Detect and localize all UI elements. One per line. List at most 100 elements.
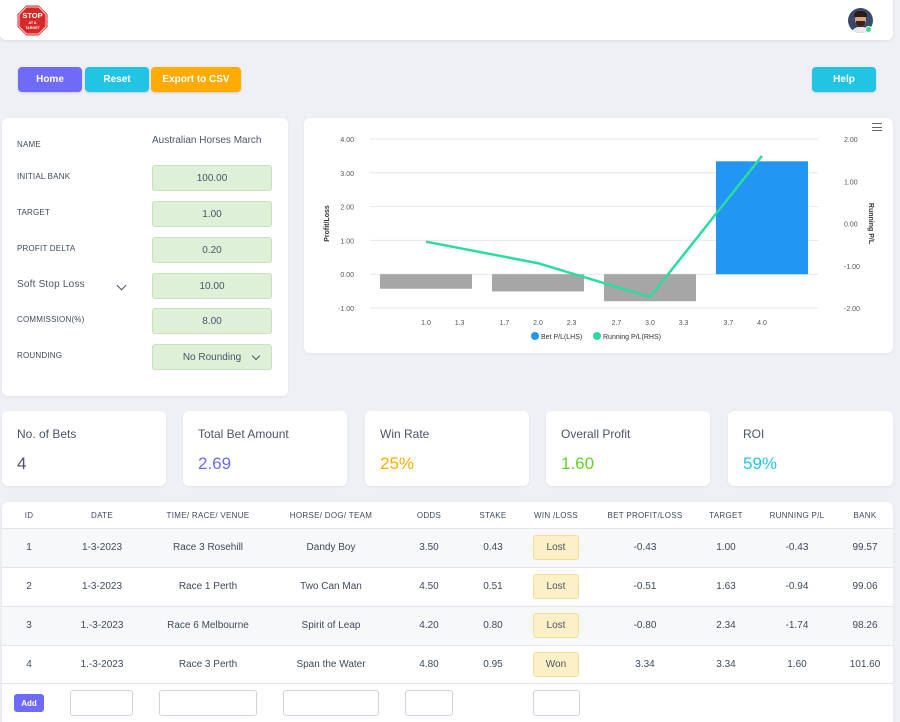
- export-csv-button[interactable]: Export to CSV: [151, 67, 241, 92]
- y2-tick-label: 2.00: [844, 137, 858, 144]
- reset-button[interactable]: Reset: [85, 67, 149, 92]
- stat-value: 59%: [743, 454, 778, 473]
- y2-tick-label: 1.00: [844, 179, 858, 186]
- commission-label: COMMISSION(%): [17, 315, 85, 324]
- cell-target: 1.63: [716, 581, 736, 592]
- stat-card-bets: No. of Bets 4: [2, 411, 166, 486]
- rounding-label: ROUNDING: [17, 351, 63, 360]
- cell-stake: 0.43: [483, 542, 503, 553]
- cell-bank: 99.06: [852, 581, 878, 592]
- win-loss-select[interactable]: Lost: [533, 535, 579, 560]
- stat-card-overall-profit: Overall Profit 1.60: [546, 411, 710, 486]
- legend-marker: [593, 332, 601, 340]
- cell-stake: 0.80: [483, 620, 503, 631]
- name-value[interactable]: Australian Horses March: [152, 135, 262, 146]
- stop-sign-logo[interactable]: STOP AT A TARGET: [16, 4, 49, 37]
- stat-label: Overall Profit: [561, 427, 631, 441]
- cell-bank: 101.60: [849, 659, 881, 670]
- chevron-down-icon[interactable]: [116, 280, 127, 291]
- new-horse-input[interactable]: [283, 690, 379, 716]
- y-tick-label: 1.00: [340, 238, 354, 245]
- cell-horse: Dandy Boy: [306, 542, 356, 553]
- cell-running-pl: -1.74: [785, 620, 809, 631]
- x-tick-label: 3.3: [679, 320, 689, 327]
- y2-tick-label: -1.00: [844, 264, 860, 271]
- bets-table: ID DATE TIME/ RACE/ VENUE HORSE/ DOG/ TE…: [2, 502, 893, 722]
- target-input[interactable]: 1.00: [152, 201, 272, 227]
- cell-horse: Spirit of Leap: [301, 620, 361, 631]
- cell-date: 1-3-2023: [81, 542, 123, 553]
- table-row[interactable]: 2 1-3-2023 Race 1 Perth Two Can Man 4.50…: [2, 567, 893, 606]
- y-tick-label: 2.00: [340, 205, 354, 212]
- column-header: BET PROFIT/LOSS: [607, 511, 683, 520]
- stat-value: 25%: [380, 454, 415, 473]
- y2-tick-label: -2.00: [844, 306, 860, 313]
- cell-bet-profit: -0.80: [633, 620, 657, 631]
- legend-marker: [531, 332, 539, 340]
- initial-bank-label: INITIAL BANK: [17, 172, 71, 181]
- new-race-input[interactable]: [159, 690, 257, 716]
- x-tick-label: 1.3: [455, 320, 465, 327]
- stop-loss-mode-select[interactable]: Soft Stop Loss: [17, 279, 85, 290]
- new-date-input[interactable]: [70, 690, 133, 716]
- win-loss-select[interactable]: Won: [533, 652, 579, 677]
- stat-card-roi: ROI 59%: [728, 411, 893, 486]
- name-label: NAME: [17, 140, 41, 149]
- cell-id: 4: [26, 659, 32, 670]
- new-win-loss-select[interactable]: [533, 690, 580, 716]
- column-header: TARGET: [709, 511, 743, 520]
- home-button[interactable]: Home: [18, 67, 82, 92]
- bar: [716, 161, 808, 275]
- initial-bank-input[interactable]: 100.00: [152, 165, 272, 191]
- x-tick-label: 2.0: [533, 320, 543, 327]
- online-status-dot: [865, 26, 872, 33]
- bar: [380, 274, 472, 289]
- cell-target: 3.34: [716, 659, 736, 670]
- stop-loss-input[interactable]: 10.00: [152, 273, 272, 299]
- rounding-select[interactable]: No Rounding: [152, 344, 272, 370]
- stat-card-win-rate: Win Rate 25%: [365, 411, 529, 486]
- cell-bet-profit: -0.43: [633, 542, 657, 553]
- cell-running-pl: 1.60: [787, 659, 807, 670]
- column-header: RUNNING P/L: [769, 511, 825, 520]
- stat-value: 1.60: [561, 454, 595, 473]
- x-tick-label: 4.0: [757, 320, 767, 327]
- cell-stake: 0.51: [483, 581, 503, 592]
- y-tick-label: -1.00: [338, 306, 354, 313]
- cell-odds: 4.80: [419, 659, 439, 670]
- column-header: BANK: [853, 511, 877, 520]
- profit-chart-card: 4.00 3.00 2.00 1.00 0.00 -1.00 2.00 1.00 0.00 -1.…: [304, 118, 893, 353]
- y-tick-label: 3.00: [340, 171, 354, 178]
- cell-date: 1.-3-2023: [80, 659, 124, 670]
- column-header: ID: [24, 511, 34, 520]
- table-row[interactable]: 3 1.-3-2023 Race 6 Melbourne Spirit of L…: [2, 606, 893, 645]
- profit-delta-input[interactable]: 0.20: [152, 237, 272, 263]
- legend-label: Running P/L(RHS): [603, 334, 661, 341]
- win-loss-select[interactable]: Lost: [533, 574, 579, 599]
- cell-bet-profit: -0.51: [633, 581, 657, 592]
- x-tick-label: 1.7: [500, 320, 510, 327]
- new-odds-input[interactable]: [405, 690, 453, 716]
- cell-id: 1: [26, 542, 32, 553]
- stat-label: No. of Bets: [17, 427, 77, 441]
- rounding-value: No Rounding: [182, 351, 242, 363]
- table-row[interactable]: 4 1.-3-2023 Race 3 Perth Span the Water …: [2, 645, 893, 684]
- help-button[interactable]: Help: [812, 67, 876, 92]
- cell-horse: Span the Water: [296, 659, 366, 670]
- column-header: WIN /LOSS: [533, 511, 579, 520]
- stat-value: 2.69: [198, 454, 232, 473]
- profit-chart: 4.00 3.00 2.00 1.00 0.00 -1.00 2.00 1.00 0.00 -1.…: [324, 137, 874, 341]
- cell-id: 3: [26, 620, 32, 631]
- cell-id: 2: [26, 581, 32, 592]
- cell-target: 1.00: [716, 542, 736, 553]
- chart-menu-icon[interactable]: [872, 123, 882, 131]
- add-row-button[interactable]: Add: [14, 694, 44, 712]
- table-row[interactable]: 1 1-3-2023 Race 3 Rosehill Dandy Boy 3.5…: [2, 528, 893, 567]
- x-tick-label: 2.3: [567, 320, 577, 327]
- x-tick-label: 2.7: [612, 320, 622, 327]
- chevron-down-icon: [251, 351, 261, 361]
- svg-text:AT A: AT A: [29, 21, 37, 25]
- commission-input[interactable]: 8.00: [152, 308, 272, 334]
- profit-delta-label: PROFIT DELTA: [17, 244, 76, 253]
- win-loss-select[interactable]: Lost: [533, 613, 579, 638]
